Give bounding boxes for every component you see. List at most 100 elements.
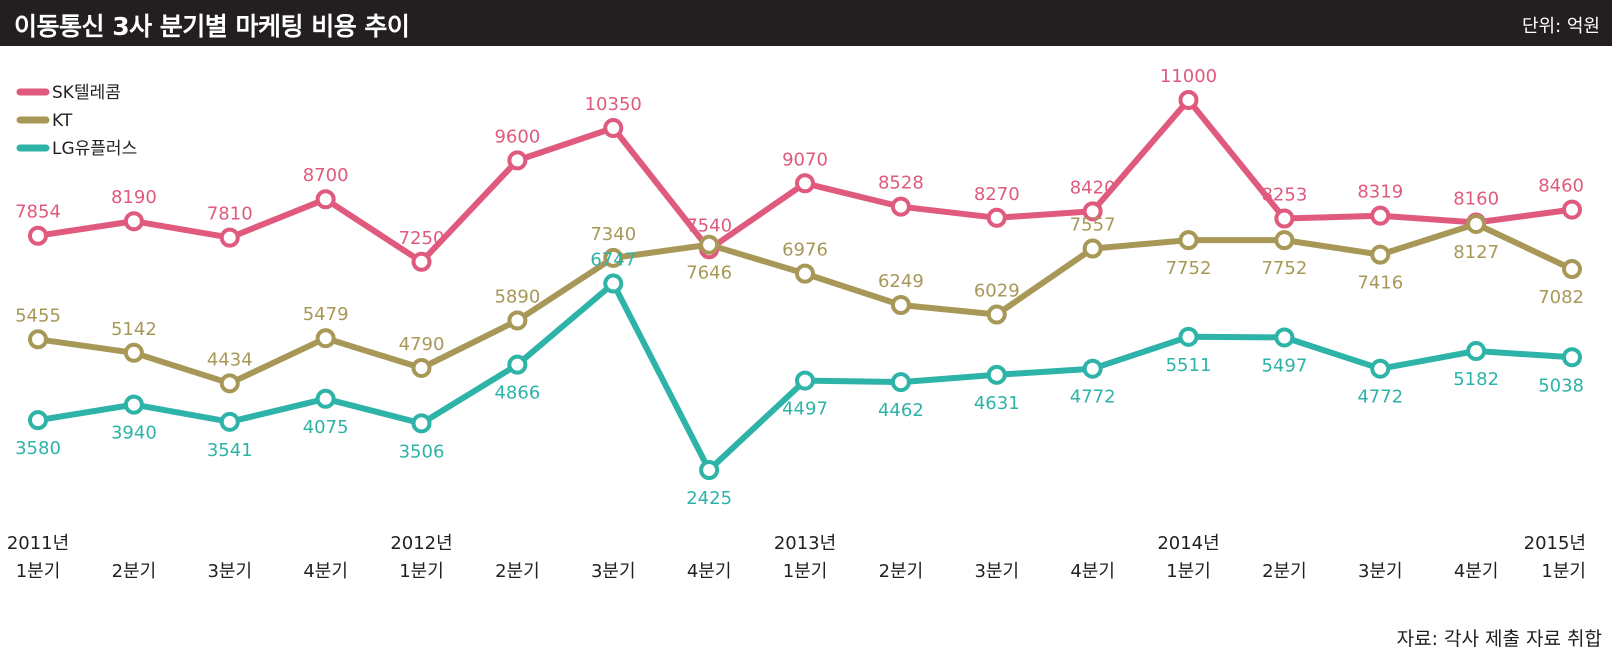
data-point-lg — [123, 394, 144, 415]
data-point-lg — [603, 273, 624, 294]
x-tick-quarter: 2분기 — [879, 561, 924, 582]
value-label-sk: 9600 — [494, 126, 540, 147]
data-point-lg — [1274, 327, 1295, 348]
x-tick-quarter: 1분기 — [1166, 561, 1211, 582]
value-label-sk: 8460 — [1538, 176, 1584, 197]
data-point-lg — [315, 388, 336, 409]
data-point-kt — [411, 357, 432, 378]
value-label-sk: 7540 — [686, 215, 732, 236]
data-point-kt — [123, 342, 144, 363]
data-point-lg — [1466, 341, 1487, 362]
value-label-sk: 8253 — [1261, 185, 1307, 206]
value-label-lg: 5511 — [1166, 355, 1212, 376]
x-tick-year: 2012년 — [390, 533, 452, 554]
data-point-sk — [1082, 201, 1103, 222]
value-labels: 7854 8190 7810 8700 7250 9600 10350 7540 9070 852… — [15, 66, 1584, 509]
legend: SK텔레콤 KT LG유플러스 — [16, 83, 137, 159]
title-bar: 이동통신 3사 분기별 마케팅 비용 추이 단위: 억원 — [0, 0, 1612, 46]
data-point-lg — [1370, 358, 1391, 379]
value-label-lg: 4772 — [1357, 387, 1403, 408]
data-point-sk — [1562, 199, 1582, 220]
data-point-kt — [28, 329, 48, 350]
value-label-lg: 3541 — [207, 440, 253, 461]
x-tick-year: 2011년 — [7, 533, 69, 554]
value-label-lg: 3580 — [15, 438, 61, 459]
value-label-kt: 5455 — [15, 305, 61, 326]
value-label-sk: 10350 — [585, 94, 642, 115]
value-label-kt: 6249 — [878, 271, 924, 292]
value-label-lg: 4462 — [878, 400, 924, 421]
data-point-sk — [411, 251, 432, 272]
data-point-kt — [1082, 238, 1103, 259]
value-label-lg: 4075 — [303, 417, 349, 438]
data-point-lg — [219, 411, 240, 432]
value-label-kt: 7082 — [1538, 287, 1584, 308]
value-label-lg: 5497 — [1261, 355, 1307, 376]
data-point-kt — [890, 294, 911, 315]
data-point-sk — [795, 173, 815, 194]
value-label-sk: 8160 — [1453, 189, 1499, 210]
data-point-sk — [890, 196, 911, 217]
value-label-lg: 6747 — [590, 250, 636, 271]
value-label-kt: 4434 — [207, 349, 253, 370]
data-point-sk — [1370, 205, 1391, 226]
data-point-kt — [1274, 230, 1295, 251]
x-tick-quarter: 4분기 — [303, 561, 348, 582]
value-label-sk: 7810 — [207, 204, 253, 225]
value-label-lg: 5038 — [1538, 375, 1584, 396]
data-point-kt — [315, 328, 336, 349]
value-label-kt: 8127 — [1453, 242, 1499, 263]
value-label-kt: 7340 — [590, 224, 636, 245]
data-point-sk — [507, 150, 528, 171]
value-label-sk: 11000 — [1160, 66, 1217, 87]
value-label-kt: 4790 — [399, 334, 445, 355]
x-tick-quarter: 1분기 — [16, 561, 61, 582]
value-label-lg: 3506 — [399, 441, 445, 462]
x-tick-quarter: 2분기 — [112, 561, 157, 582]
value-label-lg: 4866 — [494, 383, 540, 404]
data-point-lg — [699, 460, 720, 480]
data-point-lg — [890, 372, 911, 393]
value-label-sk: 8700 — [303, 165, 349, 186]
data-point-lg — [1082, 358, 1103, 379]
value-label-kt: 5142 — [111, 319, 157, 340]
data-point-kt — [1466, 213, 1487, 234]
data-point-kt — [1370, 244, 1391, 265]
value-label-kt: 7416 — [1357, 273, 1403, 294]
x-tick-year: 2014년 — [1157, 533, 1219, 554]
value-label-sk: 8420 — [1070, 177, 1116, 198]
data-point-lg — [1562, 347, 1582, 368]
value-label-sk: 8528 — [878, 173, 924, 194]
data-point-lg — [507, 354, 528, 375]
value-label-kt: 5890 — [494, 286, 540, 307]
value-label-kt: 7752 — [1261, 258, 1307, 279]
data-point-lg — [411, 413, 432, 434]
data-point-sk — [1274, 208, 1295, 229]
x-tick-quarter: 4분기 — [1070, 561, 1115, 582]
data-point-lg — [795, 370, 815, 391]
value-label-sk: 8190 — [111, 187, 157, 208]
x-tick-quarter: 3분기 — [1358, 561, 1403, 582]
data-point-sk — [123, 211, 144, 232]
data-point-sk — [219, 227, 240, 248]
data-point-lg — [986, 364, 1007, 385]
data-point-sk — [603, 118, 624, 139]
data-point-kt — [219, 373, 240, 394]
data-point-sk — [1178, 90, 1199, 110]
value-label-lg: 3940 — [111, 423, 157, 444]
data-point-kt — [986, 304, 1007, 325]
x-tick-quarter: 2분기 — [495, 561, 540, 582]
data-point-kt — [603, 247, 624, 268]
value-label-kt: 7557 — [1070, 215, 1116, 236]
x-tick-quarter: 3분기 — [591, 561, 636, 582]
data-point-lg — [1178, 326, 1199, 347]
x-tick-year: 2013년 — [774, 533, 836, 554]
data-point-kt — [699, 234, 720, 255]
value-label-lg: 4772 — [1070, 387, 1116, 408]
data-point-sk — [28, 225, 48, 246]
data-point-lg — [28, 410, 48, 431]
unit-label: 단위: 억원 — [1521, 16, 1600, 37]
value-label-sk: 8270 — [974, 184, 1020, 205]
value-label-sk: 9070 — [782, 149, 828, 170]
x-tick-quarter: 2분기 — [1262, 561, 1307, 582]
